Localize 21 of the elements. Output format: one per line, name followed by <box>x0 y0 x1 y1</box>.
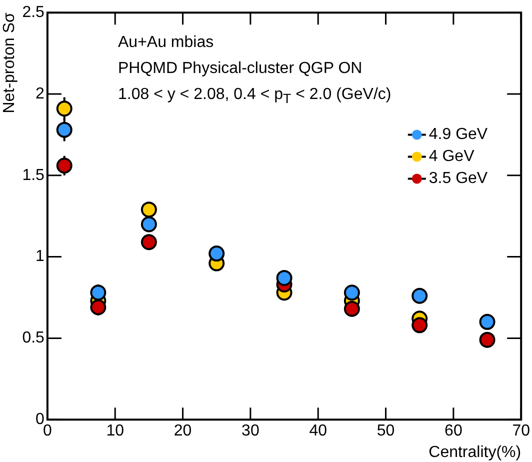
annotation: Au+Au mbias <box>118 33 215 53</box>
y-tick-label: 2.5 <box>22 4 45 22</box>
x-tick-label: 70 <box>512 422 530 440</box>
y-tick-label: 0 <box>36 411 45 428</box>
y-tick-label: 2 <box>36 85 45 102</box>
x-axis-title: Centrality(%) <box>428 444 522 461</box>
annotation: PHQMD Physical-cluster QGP ON <box>118 59 364 79</box>
x-tick-label: 20 <box>174 422 192 440</box>
y-tick-label: 1 <box>36 248 45 266</box>
x-tick-label: 40 <box>309 422 328 440</box>
y-tick-label: 0.5 <box>22 330 45 347</box>
x-tick-label: 60 <box>444 422 462 440</box>
x-tick-label: 10 <box>106 422 124 440</box>
y-tick-label: 1.5 <box>22 166 45 184</box>
legend-label: 4 GeV <box>428 148 475 166</box>
legend-label: 3.5 GeV <box>428 170 488 188</box>
x-tick-label: 50 <box>376 422 395 440</box>
x-tick-label: 30 <box>242 422 260 440</box>
annotation: 1.08 < y < 2.08, 0.4 < p$_{T}$ < 2.0 (GeV/c) <box>118 85 392 108</box>
y-axis-title: Net-proton Sσ <box>1 12 18 114</box>
legend-label: 4.9 GeV <box>428 126 488 144</box>
